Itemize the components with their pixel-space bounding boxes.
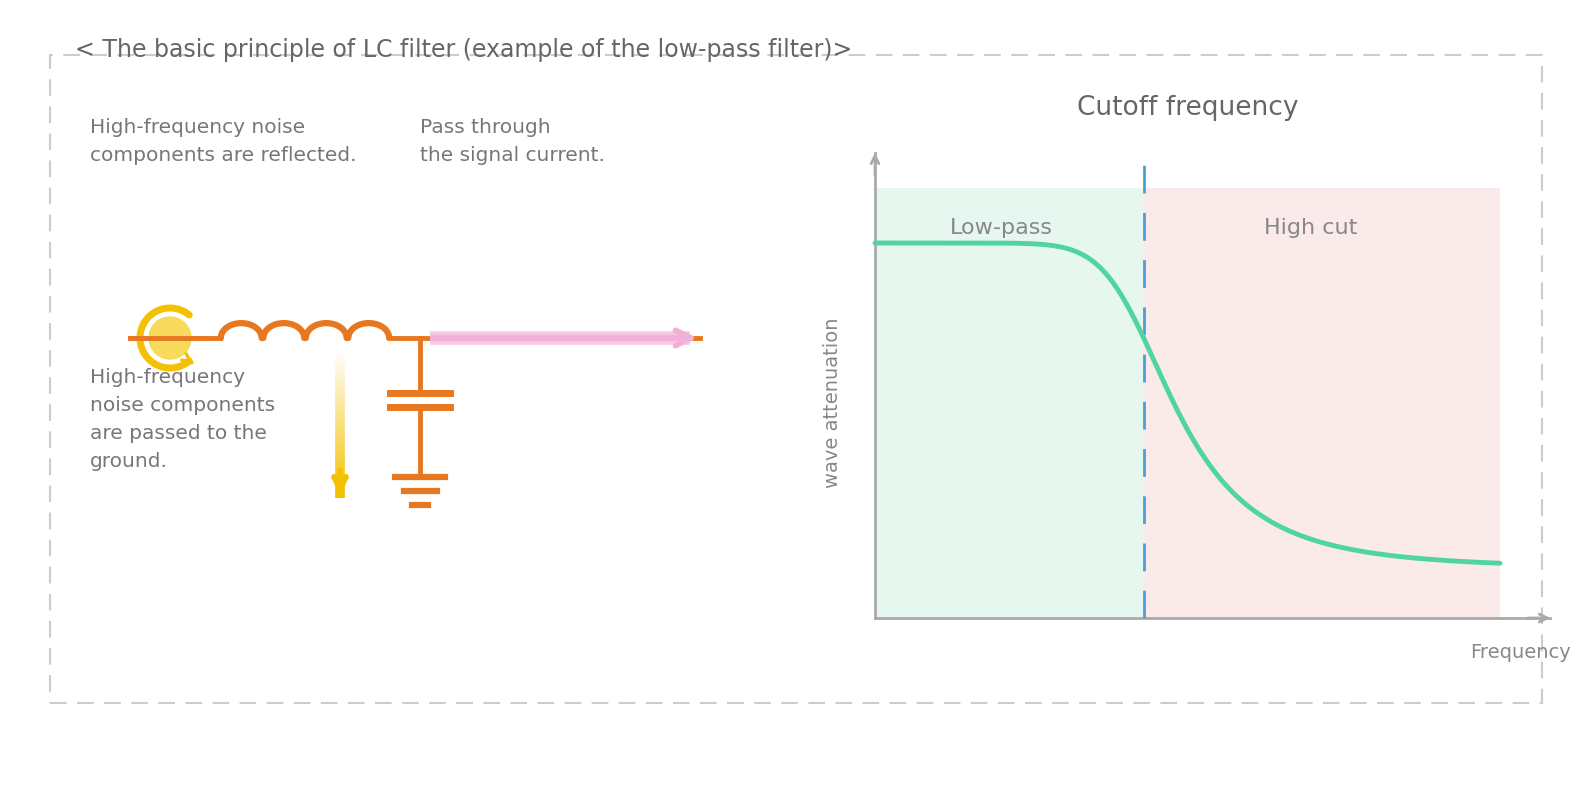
Bar: [876, 188, 1143, 618]
Text: High-frequency noise
components are reflected.: High-frequency noise components are refl…: [91, 118, 357, 165]
Text: Low-pass: Low-pass: [950, 218, 1052, 238]
FancyBboxPatch shape: [49, 55, 1543, 703]
Text: wave attenuation: wave attenuation: [823, 318, 842, 488]
Circle shape: [150, 317, 191, 359]
Text: Pass through
the signal current.: Pass through the signal current.: [420, 118, 605, 165]
Text: Cutoff frequency: Cutoff frequency: [1076, 95, 1297, 121]
Bar: [1143, 188, 1500, 618]
Text: < The basic principle of LC filter (example of the low-pass filter)>: < The basic principle of LC filter (exam…: [75, 38, 852, 62]
Text: High-frequency
noise components
are passed to the
ground.: High-frequency noise components are pass…: [91, 368, 275, 471]
Text: High cut: High cut: [1264, 218, 1358, 238]
Text: Frequency: Frequency: [1469, 643, 1570, 662]
